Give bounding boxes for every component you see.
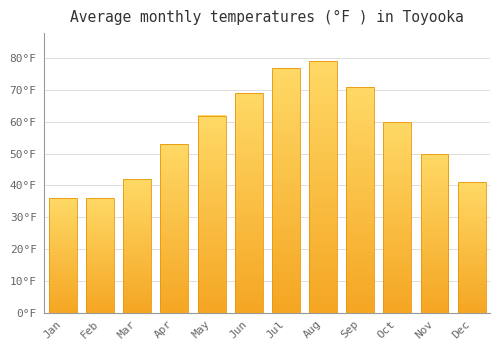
Bar — [272, 68, 300, 313]
Bar — [309, 62, 337, 313]
Bar — [458, 182, 485, 313]
Bar — [346, 87, 374, 313]
Bar — [384, 122, 411, 313]
Bar — [49, 198, 77, 313]
Bar — [86, 198, 114, 313]
Bar — [198, 116, 226, 313]
Bar — [160, 144, 188, 313]
Bar — [235, 93, 262, 313]
Title: Average monthly temperatures (°F ) in Toyooka: Average monthly temperatures (°F ) in To… — [70, 10, 464, 25]
Bar — [420, 154, 448, 313]
Bar — [124, 179, 151, 313]
